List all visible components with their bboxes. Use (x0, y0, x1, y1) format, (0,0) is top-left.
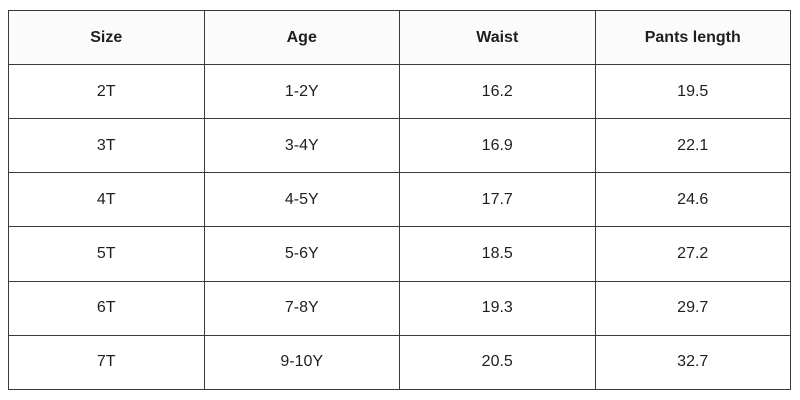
table-body: 2T 1-2Y 16.2 19.5 3T 3-4Y 16.9 22.1 4T 4-5Y 17.7 24… (8, 63, 791, 391)
table-row: 4T 4-5Y 17.7 24.6 (8, 172, 791, 228)
table-cell: 9-10Y (203, 334, 400, 391)
table-cell: 20.5 (399, 334, 596, 391)
table-cell: 3-4Y (203, 118, 400, 174)
header-row: Size Age Waist Pants length (8, 10, 791, 65)
size-chart: Size Age Waist Pants length 2T 1-2Y 16.2 19.5 3… (8, 10, 791, 391)
table-cell: 7-8Y (203, 280, 400, 336)
table-row: 5T 5-6Y 18.5 27.2 (8, 226, 791, 282)
table-cell: 5-6Y (203, 226, 400, 282)
table-cell: 16.9 (399, 118, 596, 174)
table-cell: 19.5 (594, 63, 791, 120)
header-cell: Pants length (594, 10, 791, 65)
header-cell: Age (203, 10, 400, 65)
table-cell: 16.2 (399, 63, 596, 120)
table-row: 6T 7-8Y 19.3 29.7 (8, 280, 791, 336)
table-cell: 29.7 (594, 280, 791, 336)
table-cell: 1-2Y (203, 63, 400, 120)
table-row: 7T 9-10Y 20.5 32.7 (8, 334, 791, 391)
table-cell: 5T (8, 226, 205, 282)
table-cell: 2T (8, 63, 205, 120)
table-cell: 6T (8, 280, 205, 336)
header-cell: Size (8, 10, 205, 65)
table-cell: 18.5 (399, 226, 596, 282)
table-cell: 22.1 (594, 118, 791, 174)
table-row: 3T 3-4Y 16.9 22.1 (8, 118, 791, 174)
table-row: 2T 1-2Y 16.2 19.5 (8, 63, 791, 120)
table-cell: 7T (8, 334, 205, 391)
table-cell: 27.2 (594, 226, 791, 282)
table-cell: 32.7 (594, 334, 791, 391)
header-cell: Waist (399, 10, 596, 65)
table-cell: 3T (8, 118, 205, 174)
table-cell: 4T (8, 172, 205, 228)
table-cell: 24.6 (594, 172, 791, 228)
table-cell: 19.3 (399, 280, 596, 336)
table-cell: 4-5Y (203, 172, 400, 228)
table-cell: 17.7 (399, 172, 596, 228)
size-table: Size Age Waist Pants length 2T 1-2Y 16.2 19.5 3… (8, 10, 791, 391)
